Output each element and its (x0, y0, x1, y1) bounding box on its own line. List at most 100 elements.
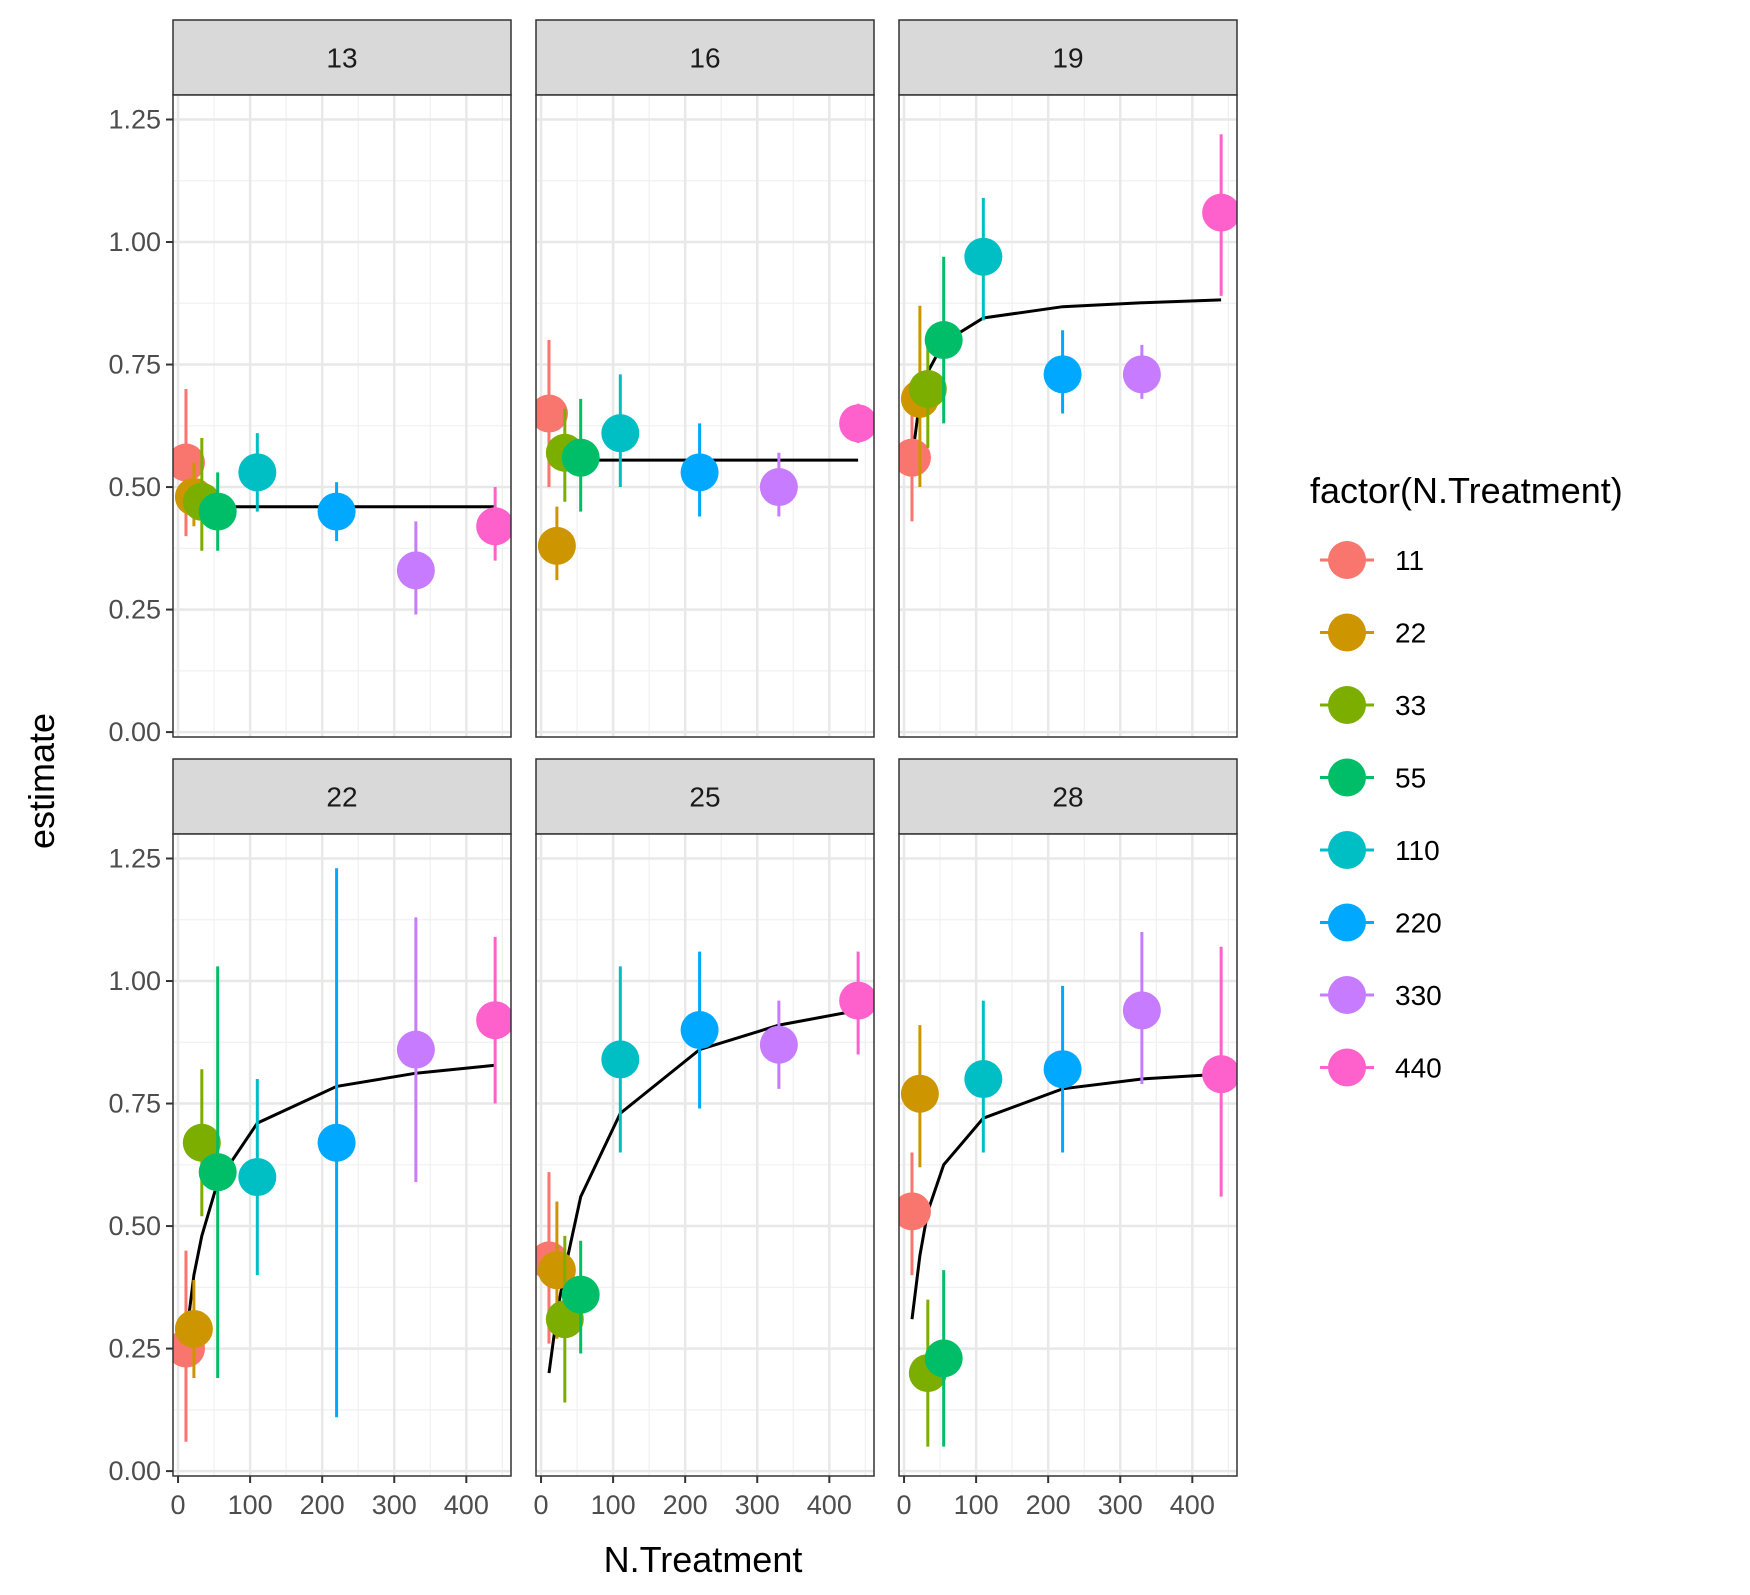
facet-panel-13: 13 0.00 0.25 0.50 0.75 1.00 1.25 (108, 19, 512, 747)
panel-border (898, 833, 1238, 1477)
facet-panel-22: 22 0.00 0.25 0.50 0.75 1.00 1.25 0 100 200 300 400 (108, 758, 512, 1520)
data-point (317, 1123, 356, 1162)
x-tick-label: 300 (735, 1490, 780, 1520)
x-tick-label: 200 (663, 1490, 708, 1520)
legend-label: 11 (1395, 545, 1424, 576)
facet-panel-16: 16 (535, 19, 875, 738)
data-point (759, 1025, 798, 1064)
y-tick-label: 0.50 (108, 1211, 161, 1241)
fit-curve (184, 1063, 496, 1339)
x-tick-label: 300 (1098, 1490, 1143, 1520)
data-point (1043, 1050, 1082, 1089)
facet-marks (899, 134, 1237, 522)
panel-border (535, 833, 875, 1477)
x-axis-title: N.Treatment (604, 1539, 803, 1580)
legend-key-point (1328, 976, 1366, 1014)
data-point (476, 1001, 511, 1040)
legend-key-point (1328, 541, 1366, 579)
facet-strip (898, 758, 1238, 835)
data-point (924, 1339, 963, 1378)
x-tick-label: 200 (1026, 1490, 1071, 1520)
x-tick-label: 0 (171, 1490, 186, 1520)
x-tick-label: 100 (228, 1490, 273, 1520)
data-point (924, 321, 963, 360)
legend-item-11: 11 (1320, 541, 1424, 579)
legend-key-point (1328, 686, 1366, 724)
panel-background (899, 834, 1237, 1476)
facet-strip (535, 19, 875, 96)
facet-strip-label: 22 (326, 782, 357, 813)
facet-marks (536, 340, 874, 581)
data-point (601, 1040, 640, 1079)
data-point (396, 1030, 435, 1069)
facet-strip (172, 19, 512, 96)
facet-marks (536, 951, 874, 1403)
x-tick-label: 100 (954, 1490, 999, 1520)
data-point (601, 414, 640, 453)
data-point (561, 438, 600, 477)
facet-strip-label: 13 (326, 43, 357, 74)
data-point (900, 1074, 939, 1113)
legend-title: factor(N.Treatment) (1310, 470, 1623, 511)
legend-keys: 11 22 33 55 110 220 330 440 (1320, 541, 1442, 1087)
legend-key-point (1328, 1048, 1366, 1087)
facet-strip-label: 19 (1052, 43, 1083, 74)
legend-label: 55 (1395, 763, 1426, 794)
data-point (680, 1011, 719, 1050)
panel-background (536, 834, 874, 1476)
legend-item-330: 330 (1320, 976, 1442, 1014)
x-tick-label: 300 (372, 1490, 417, 1520)
data-point (173, 443, 205, 482)
data-point (238, 1158, 277, 1197)
legend-item-440: 440 (1320, 1048, 1442, 1087)
data-point (198, 1153, 237, 1192)
data-point (899, 1192, 931, 1231)
data-point (396, 551, 435, 590)
panel-background (899, 95, 1237, 737)
legend-key-point (1328, 758, 1366, 797)
data-point (839, 404, 874, 443)
facet-strip (898, 19, 1238, 96)
data-point (908, 370, 947, 409)
data-point (198, 492, 237, 531)
panel-border (172, 94, 512, 738)
data-point (536, 394, 568, 433)
x-tick-label: 400 (444, 1490, 489, 1520)
data-point (238, 453, 277, 492)
y-tick-label: 0.25 (108, 595, 161, 625)
legend-item-220: 220 (1320, 903, 1442, 942)
data-point (1202, 1055, 1237, 1094)
data-point (759, 468, 798, 507)
panel-border (172, 833, 512, 1477)
data-point (964, 1060, 1003, 1099)
x-tick-label: 200 (300, 1490, 345, 1520)
y-tick-label: 0.25 (108, 1334, 161, 1364)
y-tick-label: 1.25 (108, 844, 161, 874)
y-tick-label: 0.75 (108, 350, 161, 380)
legend: factor(N.Treatment) 11 22 33 55 110 220 330 440 (1310, 470, 1623, 1087)
panel-border (535, 94, 875, 738)
data-point (1043, 355, 1082, 394)
facet-marks (899, 932, 1237, 1447)
x-tick-label: 0 (897, 1490, 912, 1520)
y-tick-label: 1.00 (108, 227, 161, 257)
legend-key-point (1328, 831, 1366, 869)
facet-panels: 13 0.00 0.25 0.50 0.75 1.00 1.25 16 19 22 0.00 0.25… (108, 19, 1238, 1520)
x-tick-label: 0 (534, 1490, 549, 1520)
legend-key-point (1328, 903, 1366, 942)
x-tick-label: 100 (591, 1490, 636, 1520)
facet-panel-28: 28 0 100 200 300 400 (897, 758, 1238, 1520)
legend-label: 110 (1395, 835, 1440, 866)
data-point (964, 237, 1003, 276)
data-point (1122, 991, 1161, 1030)
y-tick-label: 0.00 (108, 1456, 161, 1486)
legend-item-110: 110 (1320, 831, 1440, 869)
legend-item-33: 33 (1320, 686, 1426, 724)
y-tick-label: 0.50 (108, 472, 161, 502)
legend-item-22: 22 (1320, 613, 1426, 652)
y-tick-label: 0.00 (108, 717, 161, 747)
legend-key-point (1328, 613, 1366, 652)
data-point (1202, 193, 1237, 232)
data-point (561, 1275, 600, 1314)
